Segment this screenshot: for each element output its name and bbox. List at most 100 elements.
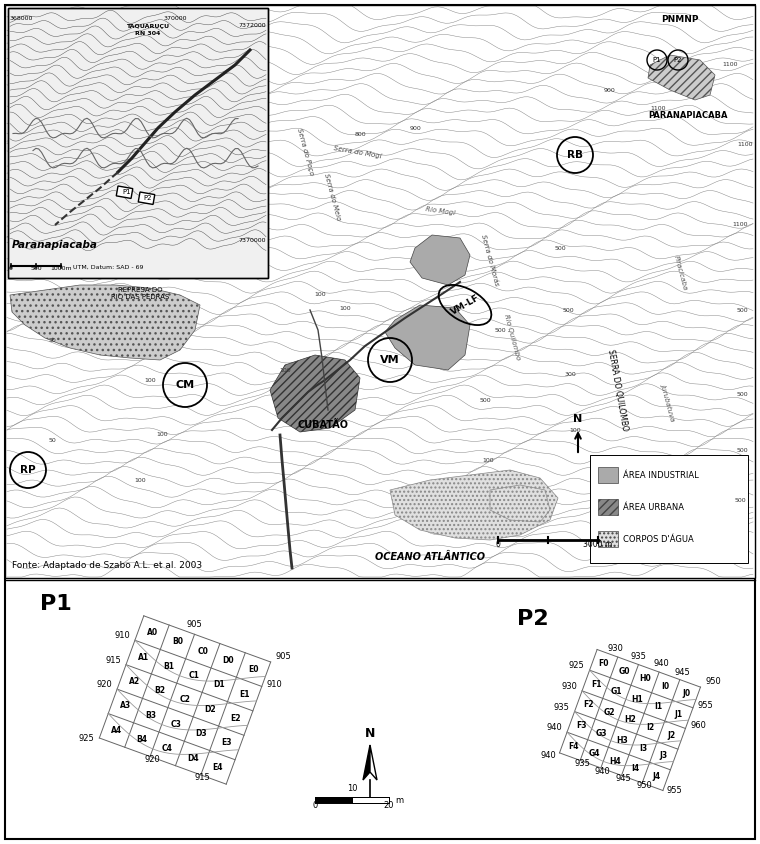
- Text: C1: C1: [188, 671, 199, 680]
- Text: 920: 920: [97, 680, 112, 690]
- Text: 100: 100: [144, 377, 156, 382]
- Text: 935: 935: [554, 702, 569, 711]
- Text: I1: I1: [654, 702, 662, 711]
- Text: 50: 50: [48, 437, 56, 442]
- Text: 100: 100: [157, 432, 168, 437]
- Text: N: N: [573, 414, 583, 424]
- Text: CORPOS D'ÁGUA: CORPOS D'ÁGUA: [623, 534, 694, 544]
- Text: m: m: [395, 796, 403, 805]
- Text: 905: 905: [187, 620, 202, 630]
- Bar: [8, 8, 268, 278]
- Text: 1100: 1100: [722, 62, 738, 68]
- Text: H0: H0: [639, 674, 651, 683]
- Text: G4: G4: [588, 749, 600, 758]
- Text: J0: J0: [682, 690, 690, 698]
- Text: 20: 20: [384, 801, 394, 810]
- Text: C3: C3: [171, 720, 182, 729]
- Bar: [116, 186, 133, 198]
- Text: B2: B2: [154, 686, 165, 695]
- Text: RB: RB: [567, 150, 583, 160]
- Bar: [598, 531, 618, 547]
- Text: 370000: 370000: [163, 16, 187, 21]
- Text: Paranapiacaba: Paranapiacaba: [12, 240, 98, 250]
- Text: E4: E4: [213, 763, 223, 771]
- Text: G1: G1: [611, 687, 622, 696]
- Text: E2: E2: [230, 714, 241, 723]
- Text: P2: P2: [517, 609, 549, 629]
- Text: 945: 945: [616, 775, 632, 783]
- Polygon shape: [370, 745, 377, 780]
- Text: 300: 300: [564, 372, 576, 377]
- Text: 100: 100: [135, 478, 146, 483]
- Text: 1100: 1100: [732, 223, 748, 228]
- Polygon shape: [648, 55, 715, 100]
- Text: 3000 m: 3000 m: [584, 540, 613, 549]
- Polygon shape: [10, 285, 200, 360]
- Text: 0: 0: [312, 801, 318, 810]
- Text: A3: A3: [120, 701, 131, 711]
- Text: I2: I2: [647, 723, 654, 732]
- Bar: [138, 192, 155, 204]
- Text: 915: 915: [195, 773, 211, 782]
- Text: 50: 50: [48, 338, 56, 343]
- Text: 500: 500: [562, 307, 574, 312]
- Text: 500: 500: [736, 307, 748, 312]
- Text: E1: E1: [239, 690, 250, 699]
- Text: J2: J2: [667, 731, 676, 739]
- Polygon shape: [270, 355, 360, 432]
- Text: 930: 930: [608, 644, 624, 653]
- Text: 1000m: 1000m: [50, 266, 71, 271]
- Text: 925: 925: [78, 734, 94, 743]
- Text: Fonte: Adaptado de Szabo A.L. et al. 2003: Fonte: Adaptado de Szabo A.L. et al. 200…: [12, 561, 202, 570]
- Bar: [8, 8, 268, 278]
- Text: 500: 500: [736, 392, 748, 398]
- Text: D1: D1: [214, 680, 225, 690]
- Text: P1: P1: [40, 594, 71, 614]
- Text: 800: 800: [354, 133, 366, 138]
- Text: 100: 100: [569, 428, 581, 432]
- Text: 955: 955: [667, 787, 682, 796]
- Text: Piracicaba: Piracicaba: [673, 255, 688, 291]
- Text: D4: D4: [187, 754, 198, 763]
- Text: 940: 940: [654, 659, 669, 668]
- Text: REPRESA DO: REPRESA DO: [118, 287, 162, 293]
- Text: F1: F1: [591, 679, 601, 689]
- Text: Rio Quilombo: Rio Quilombo: [503, 314, 521, 361]
- Text: VM-LF: VM-LF: [449, 293, 481, 316]
- Text: N: N: [365, 727, 375, 740]
- Polygon shape: [390, 470, 558, 540]
- Text: A0: A0: [147, 628, 157, 637]
- Text: 940: 940: [595, 767, 611, 776]
- Text: 10: 10: [347, 784, 357, 793]
- Text: H4: H4: [609, 757, 621, 766]
- Text: 368000: 368000: [10, 16, 33, 21]
- Text: I0: I0: [662, 682, 670, 690]
- Text: B0: B0: [172, 637, 183, 647]
- Text: 7370000: 7370000: [239, 238, 266, 243]
- Text: UTM, Datum: SAD - 69: UTM, Datum: SAD - 69: [73, 265, 144, 270]
- Text: 1100: 1100: [651, 106, 666, 111]
- Text: F0: F0: [598, 659, 609, 668]
- Bar: [598, 467, 618, 483]
- Text: D2: D2: [204, 705, 216, 714]
- Text: 100: 100: [482, 457, 494, 463]
- Polygon shape: [490, 485, 550, 522]
- Text: 955: 955: [698, 701, 714, 710]
- Bar: [315, 797, 352, 803]
- Text: 500: 500: [480, 398, 491, 403]
- Text: PARANAPIACABA: PARANAPIACABA: [648, 111, 727, 120]
- Text: Serra do Meio: Serra do Meio: [323, 173, 341, 221]
- Text: F4: F4: [568, 742, 579, 751]
- Text: RP: RP: [21, 465, 36, 475]
- Text: Serra do Mogi: Serra do Mogi: [334, 144, 382, 159]
- Text: A1: A1: [138, 652, 149, 662]
- Text: 1100: 1100: [737, 143, 752, 148]
- Text: 950: 950: [705, 677, 721, 686]
- Text: CM: CM: [176, 380, 195, 390]
- Text: H2: H2: [624, 716, 636, 724]
- Text: CUBATÃO: CUBATÃO: [298, 420, 349, 430]
- Bar: [590, 455, 748, 563]
- Text: 500: 500: [734, 497, 746, 502]
- Text: RIO DAS PEDRAS: RIO DAS PEDRAS: [111, 294, 169, 300]
- Text: J4: J4: [652, 772, 660, 781]
